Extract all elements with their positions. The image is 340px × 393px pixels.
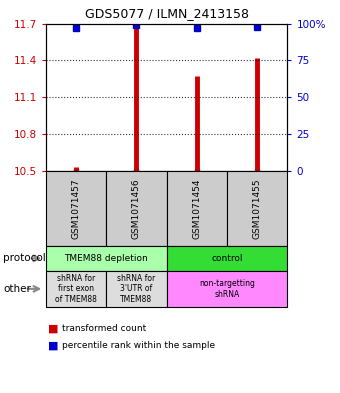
- Text: TMEM88 depletion: TMEM88 depletion: [64, 254, 148, 263]
- Text: protocol: protocol: [3, 253, 46, 263]
- Text: non-targetting
shRNA: non-targetting shRNA: [199, 279, 255, 299]
- Text: control: control: [211, 254, 243, 263]
- Text: GSM1071456: GSM1071456: [132, 178, 141, 239]
- Text: ■: ■: [48, 323, 58, 333]
- Text: GSM1071454: GSM1071454: [192, 178, 201, 239]
- Text: other: other: [3, 284, 31, 294]
- Text: shRNA for
3'UTR of
TMEM88: shRNA for 3'UTR of TMEM88: [117, 274, 156, 304]
- Text: GSM1071455: GSM1071455: [253, 178, 261, 239]
- Text: ■: ■: [48, 341, 58, 351]
- Title: GDS5077 / ILMN_2413158: GDS5077 / ILMN_2413158: [85, 7, 249, 20]
- Text: GSM1071457: GSM1071457: [72, 178, 81, 239]
- Text: percentile rank within the sample: percentile rank within the sample: [62, 342, 215, 350]
- Text: transformed count: transformed count: [62, 324, 147, 332]
- Text: shRNA for
first exon
of TMEM88: shRNA for first exon of TMEM88: [55, 274, 97, 304]
